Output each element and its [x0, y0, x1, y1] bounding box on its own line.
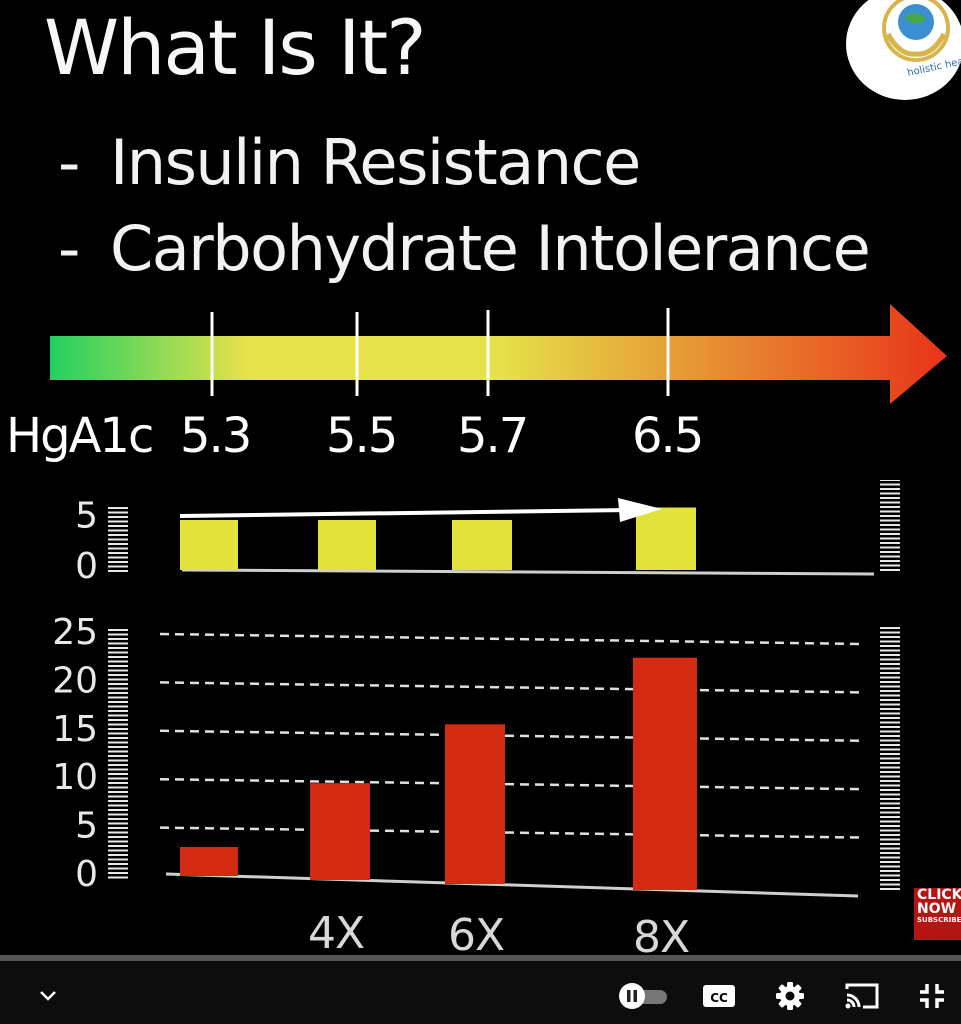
grid-line: [159, 729, 863, 743]
hga1c-marker-label: 5.5: [326, 408, 398, 464]
subscribe-text: CLICK: [917, 888, 961, 903]
y-tick-label: 25: [52, 612, 98, 653]
autoplay-toggle[interactable]: [614, 979, 672, 1013]
top-bar-chart: 05: [75, 480, 900, 587]
bar: [310, 783, 370, 880]
grid-line: [159, 681, 863, 694]
subscribe-badge[interactable]: CLICK NOW SUBSCRIBE: [914, 888, 961, 940]
y-axis-ruler: [108, 507, 128, 572]
grid-line: [159, 826, 863, 839]
progress-bar[interactable]: [0, 955, 961, 961]
bullet-text: Carbohydrate Intolerance: [110, 212, 871, 285]
bar: [636, 507, 696, 570]
x-axis-line: [181, 568, 875, 576]
bar: [445, 724, 505, 884]
y-tick-label: 5: [75, 496, 98, 537]
y-tick-label: 0: [75, 854, 98, 895]
logo: holistic health ce: [846, 0, 961, 100]
slide-title: What Is It?: [44, 3, 427, 92]
slide: What Is It? - Insulin Resistance - Carbohy…: [6, 0, 961, 956]
pause-icon: [619, 983, 667, 1009]
bottom-bar-chart: 0 5 10 15 20 25: [52, 612, 900, 898]
trend-arrow: [179, 508, 631, 518]
collapse-button[interactable]: [34, 979, 62, 1013]
y-tick-label: 5: [75, 806, 98, 847]
logo-graphic: holistic health ce: [882, 0, 961, 79]
y-axis-ruler-right: [880, 480, 900, 571]
bar: [318, 520, 376, 570]
exit-fullscreen-button[interactable]: [914, 979, 950, 1013]
exit-fullscreen-icon: [920, 984, 944, 1008]
grid-line: [159, 632, 863, 646]
hga1c-marker-label: 6.5: [632, 408, 704, 464]
subscribe-text: NOW: [917, 901, 957, 917]
chevron-down-icon: [40, 991, 56, 1001]
captions-button[interactable]: CC: [700, 979, 738, 1013]
cast-icon: [845, 983, 879, 1009]
y-axis-ruler: [108, 629, 128, 879]
y-axis-ruler-right: [880, 627, 900, 890]
bar: [633, 657, 697, 890]
hga1c-label: HgA1c: [6, 408, 154, 464]
y-tick-label: 20: [52, 660, 98, 701]
gear-icon: [776, 982, 804, 1010]
x-tick-label: 4X: [308, 908, 365, 956]
y-tick-label: 10: [52, 757, 98, 798]
bar: [452, 520, 512, 570]
y-tick-label: 15: [52, 709, 98, 750]
bullet-text: Insulin Resistance: [110, 126, 641, 199]
settings-button[interactable]: [772, 979, 808, 1013]
hga1c-marker-label: 5.7: [457, 408, 529, 464]
x-tick-label: 8X: [633, 912, 690, 956]
bullet-dash: -: [58, 212, 80, 285]
cc-icon: CC: [703, 985, 735, 1007]
cc-label: CC: [710, 991, 728, 1005]
hga1c-arrow: [50, 304, 947, 404]
bar: [180, 520, 238, 570]
bar: [180, 846, 238, 876]
x-tick-label: 6X: [448, 910, 505, 956]
x-axis-line: [165, 872, 859, 898]
player-controls: CC: [0, 955, 961, 1024]
trend-arrow-head: [618, 498, 662, 522]
hga1c-marker-label: 5.3: [180, 408, 252, 464]
subscribe-text: SUBSCRIBE: [917, 916, 961, 924]
y-tick-label: 0: [75, 546, 98, 587]
cast-button[interactable]: [842, 979, 882, 1013]
bullet-item: - Insulin Resistance: [58, 126, 641, 199]
bullet-item: - Carbohydrate Intolerance: [58, 212, 871, 285]
gradient-arrow: [50, 304, 947, 404]
bullet-dash: -: [58, 126, 80, 199]
grid-line: [159, 777, 863, 791]
